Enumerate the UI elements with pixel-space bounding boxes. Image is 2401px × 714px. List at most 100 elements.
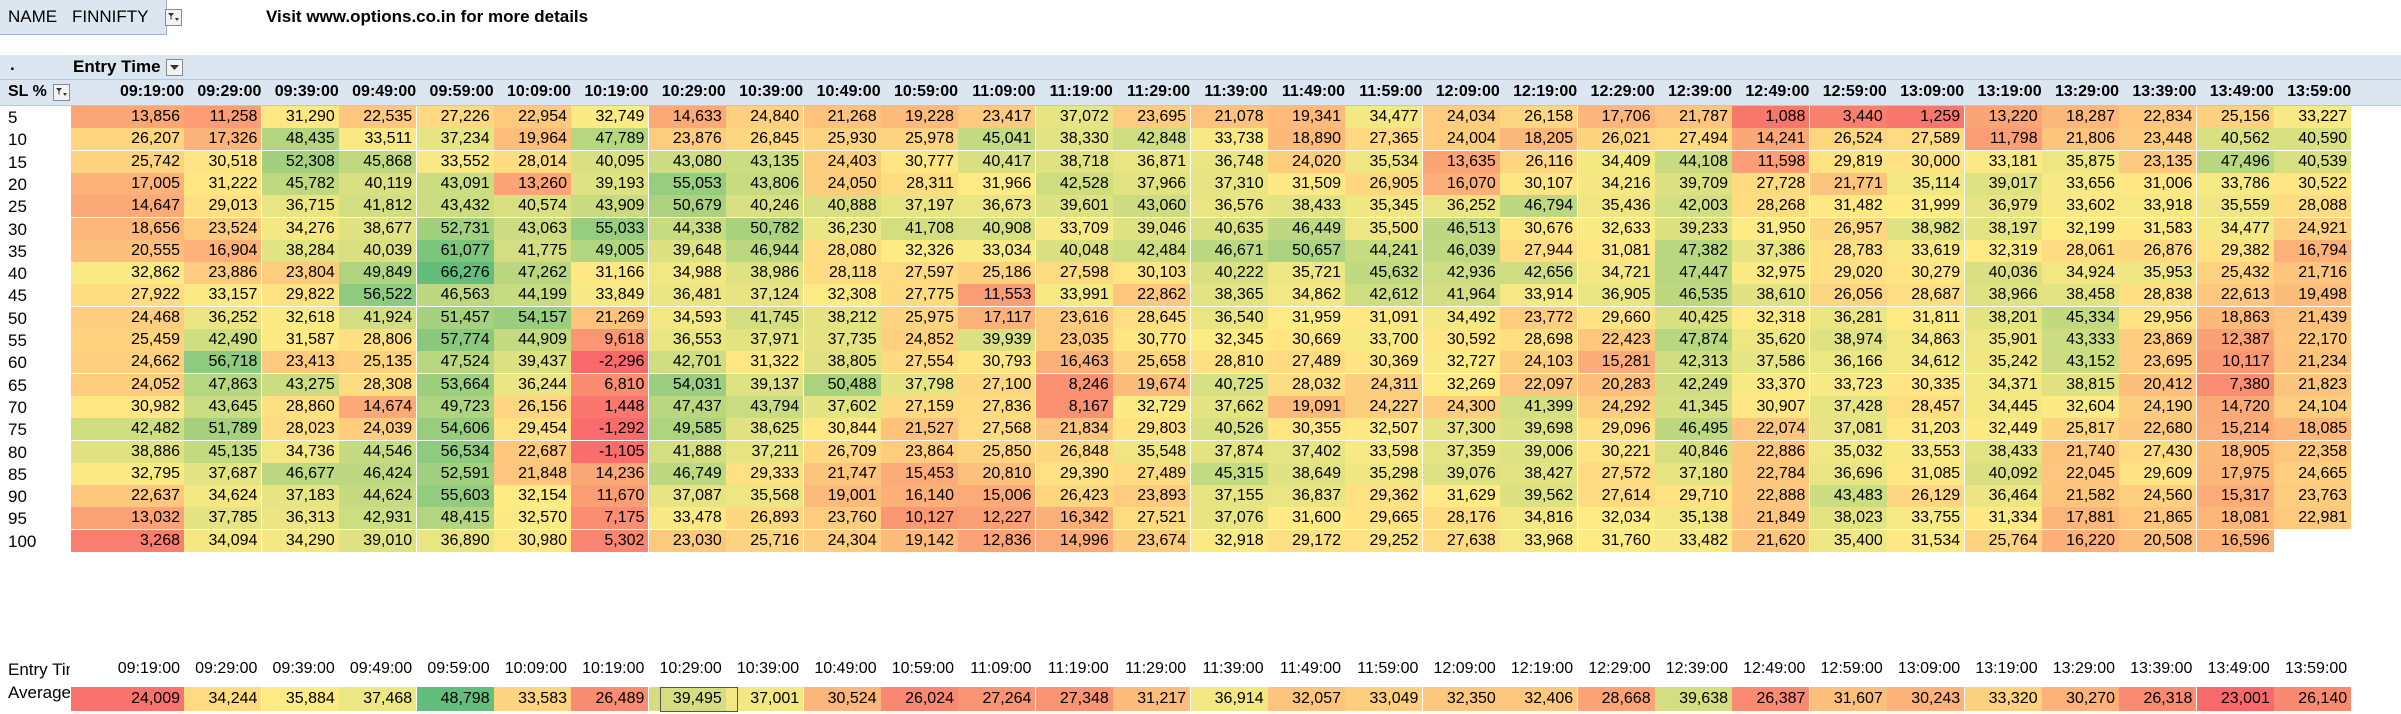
pnl-value-cell[interactable]: 36,540 (1190, 306, 1268, 329)
pnl-value-cell[interactable]: 22,535 (339, 106, 417, 128)
pnl-value-cell[interactable]: 28,806 (339, 329, 417, 351)
pnl-value-cell[interactable]: 49,849 (339, 262, 417, 285)
pnl-value-cell[interactable]: 34,863 (1887, 329, 1965, 351)
pnl-value-cell[interactable]: 36,715 (261, 195, 339, 218)
pnl-value-cell[interactable]: 31,534 (1887, 529, 1965, 552)
pnl-value-cell[interactable]: 40,048 (1035, 239, 1113, 262)
pnl-value-cell[interactable]: 19,142 (881, 529, 958, 552)
pnl-value-cell[interactable]: 26,021 (1577, 128, 1655, 151)
pnl-value-cell[interactable]: 24,050 (803, 172, 881, 195)
pnl-value-cell[interactable]: 35,620 (1732, 329, 1810, 351)
pnl-value-cell[interactable]: 21,823 (2274, 373, 2352, 396)
pnl-value-cell[interactable]: 45,782 (261, 172, 339, 195)
pnl-value-cell[interactable]: 34,612 (1887, 351, 1965, 374)
pnl-value-cell[interactable]: 28,810 (1190, 351, 1268, 374)
pnl-value-cell[interactable]: 3,440 (1809, 106, 1887, 128)
pnl-value-cell[interactable]: 35,559 (2196, 195, 2274, 218)
pnl-value-cell[interactable]: 25,850 (958, 440, 1036, 463)
pnl-value-cell[interactable]: 47,262 (494, 262, 571, 285)
pnl-value-cell[interactable]: 26,129 (1887, 485, 1965, 508)
pnl-value-cell[interactable]: 21,747 (803, 462, 881, 485)
pnl-value-cell[interactable]: 23,135 (2119, 150, 2197, 173)
pnl-value-cell[interactable]: 11,670 (571, 485, 649, 508)
pnl-value-cell[interactable]: 42,313 (1655, 351, 1732, 374)
pnl-value-cell[interactable]: 33,619 (1887, 239, 1965, 262)
pnl-value-cell[interactable]: 30,221 (1577, 440, 1655, 463)
pnl-value-cell[interactable]: 38,649 (1268, 462, 1345, 485)
average-value-cell[interactable]: 27,348 (1035, 687, 1113, 711)
pnl-value-cell[interactable]: 19,091 (1268, 395, 1345, 418)
average-value-cell[interactable]: 30,243 (1887, 687, 1965, 711)
pnl-value-cell[interactable]: 28,860 (261, 395, 339, 418)
pnl-value-cell[interactable]: 36,553 (648, 329, 726, 351)
pnl-value-cell[interactable]: 30,793 (958, 351, 1036, 374)
pnl-value-cell[interactable]: 31,629 (1422, 485, 1500, 508)
pnl-value-cell[interactable]: 29,172 (1268, 529, 1345, 552)
pnl-value-cell[interactable]: 9,618 (571, 329, 649, 351)
pnl-value-cell[interactable]: 31,322 (726, 351, 804, 374)
pnl-value-cell[interactable]: 24,052 (71, 373, 184, 396)
pnl-value-cell[interactable]: 27,554 (881, 351, 958, 374)
pnl-value-cell[interactable]: 46,513 (1422, 217, 1500, 240)
pnl-value-cell[interactable]: 45,334 (2042, 306, 2119, 329)
pnl-value-cell[interactable]: 37,735 (803, 329, 881, 351)
pnl-value-cell[interactable]: 35,032 (1809, 440, 1887, 463)
pnl-value-cell[interactable]: 33,968 (1500, 529, 1578, 552)
pnl-value-cell[interactable]: 31,166 (571, 262, 649, 285)
pnl-value-cell[interactable]: 27,572 (1577, 462, 1655, 485)
pnl-value-cell[interactable]: 32,449 (1964, 418, 2042, 441)
pnl-value-cell[interactable]: 25,764 (1964, 529, 2042, 552)
pnl-value-cell[interactable]: 7,380 (2196, 373, 2274, 396)
pnl-value-cell[interactable]: 30,103 (1113, 262, 1191, 285)
pnl-value-cell[interactable]: 21,268 (803, 106, 881, 128)
pnl-value-cell[interactable]: 24,665 (2274, 462, 2352, 485)
pnl-value-cell[interactable]: 28,061 (2042, 239, 2119, 262)
pnl-value-cell[interactable]: 32,199 (2042, 217, 2119, 240)
pnl-value-cell[interactable]: 39,233 (1655, 217, 1732, 240)
pnl-value-cell[interactable]: 34,988 (648, 262, 726, 285)
pnl-value-cell[interactable]: 31,091 (1345, 306, 1423, 329)
pnl-value-cell[interactable]: 55,033 (571, 217, 649, 240)
pnl-value-cell[interactable]: 25,459 (71, 329, 184, 351)
pnl-value-cell[interactable]: 17,326 (184, 128, 262, 151)
pnl-value-cell[interactable]: 28,308 (339, 373, 417, 396)
average-value-cell[interactable]: 35,884 (261, 687, 339, 711)
pnl-value-cell[interactable]: 33,552 (416, 150, 494, 173)
pnl-value-cell[interactable]: 20,412 (2119, 373, 2197, 396)
pnl-value-cell[interactable]: 57,774 (416, 329, 494, 351)
pnl-value-cell[interactable]: 55,053 (648, 172, 726, 195)
pnl-value-cell[interactable]: 46,794 (1500, 195, 1578, 218)
pnl-value-cell[interactable]: 37,662 (1190, 395, 1268, 418)
average-value-cell[interactable]: 27,264 (958, 687, 1036, 711)
pnl-value-cell[interactable]: 38,815 (2042, 373, 2119, 396)
pnl-value-cell[interactable]: 40,562 (2196, 128, 2274, 151)
pnl-value-cell[interactable]: 25,975 (881, 306, 958, 329)
pnl-value-cell[interactable]: 39,137 (726, 373, 804, 396)
pnl-value-cell[interactable]: 38,284 (261, 239, 339, 262)
pnl-value-cell[interactable]: 40,222 (1190, 262, 1268, 285)
pnl-value-cell[interactable]: 30,518 (184, 150, 262, 173)
sl-percent-cell[interactable]: 85 (8, 464, 27, 484)
pnl-value-cell[interactable]: 50,679 (648, 195, 726, 218)
pnl-value-cell[interactable]: 47,382 (1655, 239, 1732, 262)
sl-percent-cell[interactable]: 55 (8, 331, 27, 350)
pnl-value-cell[interactable]: 31,085 (1887, 462, 1965, 485)
pnl-value-cell[interactable]: 29,956 (2119, 306, 2197, 329)
pnl-value-cell[interactable]: 40,417 (958, 150, 1036, 173)
pnl-value-cell[interactable]: 23,886 (184, 262, 262, 285)
pnl-value-cell[interactable]: 35,345 (1345, 195, 1423, 218)
pnl-value-cell[interactable]: 37,310 (1190, 172, 1268, 195)
pnl-value-cell[interactable]: 6,810 (571, 373, 649, 396)
pnl-value-cell[interactable]: 21,620 (1732, 529, 1810, 552)
pnl-value-cell[interactable]: 45,632 (1345, 262, 1423, 285)
average-value-cell[interactable]: 37,001 (726, 687, 804, 711)
pnl-value-cell[interactable]: 25,658 (1113, 351, 1191, 374)
sl-percent-cell[interactable]: 80 (8, 442, 27, 462)
pnl-value-cell[interactable]: 33,656 (2042, 172, 2119, 195)
pnl-value-cell[interactable]: 24,304 (803, 529, 881, 552)
pnl-value-cell[interactable]: 21,865 (2119, 507, 2197, 530)
pnl-value-cell[interactable]: 17,706 (1577, 106, 1655, 128)
pnl-value-cell[interactable]: 29,382 (2196, 239, 2274, 262)
pnl-value-cell[interactable]: 33,181 (1964, 150, 2042, 173)
pnl-value-cell[interactable]: 20,508 (2119, 529, 2197, 552)
